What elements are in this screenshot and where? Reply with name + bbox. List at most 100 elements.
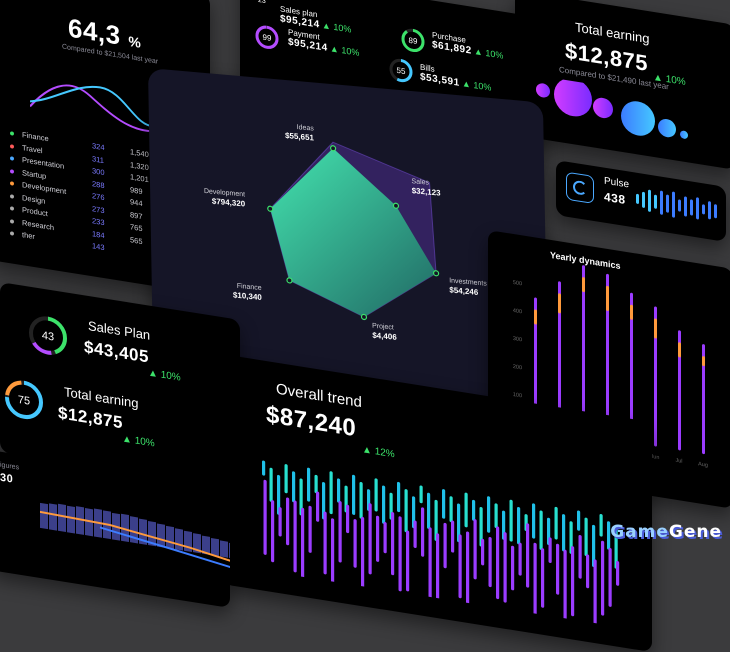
trend-bar-purple: [473, 519, 477, 580]
trend-bar-purple: [308, 505, 312, 553]
figures-bar: [85, 508, 93, 537]
trend-bar-purple: [443, 522, 447, 569]
watermark-logo: GameGene: [610, 522, 722, 542]
yearly-month: Aug: [698, 461, 708, 469]
trend-bar-cyan: [554, 506, 558, 540]
trend-bar-cyan: [532, 503, 536, 539]
category-dot: [10, 218, 14, 224]
category-name: Finance: [22, 130, 49, 144]
trend-bar-cyan: [449, 496, 453, 523]
pulse-bar: [714, 204, 717, 219]
trend-bar-purple: [488, 536, 492, 588]
trend-bar-cyan: [539, 510, 543, 550]
figures-bar: [58, 503, 66, 533]
pulse-bars: [636, 189, 717, 220]
yearly-bar-highlight: [702, 356, 705, 367]
yearly-month: Jun: [651, 454, 660, 461]
pulse-bar: [708, 201, 711, 220]
trend-bar-purple: [548, 537, 552, 564]
radar-axis-value: $4,406: [372, 331, 397, 342]
total-earning-card: Total earning $12,875 ▲ 10% Compared to …: [515, 0, 730, 170]
trend-bar-cyan: [577, 510, 581, 531]
pulse-value: 438: [604, 189, 626, 208]
category-a: 143: [92, 241, 105, 253]
radar-axis-value: $10,340: [233, 290, 263, 302]
category-dot: [10, 168, 14, 174]
yearly-bar: [558, 281, 561, 432]
category-a: 184: [92, 228, 105, 240]
category-b: 1,540: [130, 147, 149, 160]
trend-bar-purple: [346, 504, 350, 534]
figures-bar: [220, 540, 228, 558]
category-dot: [10, 143, 14, 149]
sales-plan-up: ▲ 10%: [321, 19, 352, 35]
trend-bar-cyan: [412, 496, 416, 529]
yearly-bar: [534, 297, 537, 428]
trend-bar-purple: [586, 554, 590, 589]
bubble-chart: [536, 77, 688, 139]
trend-bar-cyan: [442, 489, 446, 519]
trend-bar-purple: [436, 533, 440, 605]
trend-bar-cyan: [374, 478, 378, 512]
radar-axis-label: Investments: [449, 277, 487, 287]
trend-bar-cyan: [329, 471, 333, 515]
trend-bar-purple: [323, 511, 327, 575]
yearly-bar: [582, 265, 585, 436]
pulse-bar: [678, 199, 681, 212]
category-b: 897: [130, 209, 143, 221]
payment-up: ▲ 10%: [329, 43, 360, 58]
trend-bar-purple: [601, 540, 605, 616]
payment-ring: 99: [255, 25, 279, 49]
trend-bar-cyan: [562, 514, 566, 552]
yearly-bar-highlight: [678, 342, 681, 358]
pulse-bar: [648, 189, 651, 212]
trend-bar-cyan: [517, 506, 521, 545]
trend-bar-cyan: [434, 499, 438, 542]
trend-bar-purple: [398, 516, 402, 592]
category-a: 273: [92, 203, 105, 215]
trend-bar-purple: [556, 543, 560, 595]
watermark-part1: Game: [610, 522, 669, 542]
category-b: 944: [130, 197, 143, 209]
category-a: 233: [92, 216, 105, 228]
trend-bar-purple: [338, 500, 342, 563]
trend-bar-cyan: [479, 507, 483, 547]
category-a: 276: [92, 191, 105, 203]
pulse-label: Pulse: [604, 175, 630, 191]
category-name: ther: [22, 230, 35, 242]
purchase-ring: 89: [401, 28, 425, 53]
percent-unit: %: [128, 32, 142, 51]
trend-bar-cyan: [509, 499, 513, 542]
sales-plan-value: $43,405: [84, 337, 149, 367]
radar-axis-value: $55,651: [285, 131, 315, 143]
radar-axis-value: $794,320: [212, 197, 246, 209]
trend-bar-cyan: [569, 521, 573, 554]
total-earning-bottom-up: ▲ 10%: [122, 433, 155, 450]
overall-trend-up: ▲ 12%: [362, 444, 395, 461]
pulse-bar: [696, 197, 699, 220]
kpi-rings-card: Sales plan $95,214 ▲ 10% 23 99 Payment $…: [240, 0, 530, 166]
trend-bar-cyan: [404, 489, 408, 533]
yearly-bar-highlight: [630, 304, 633, 320]
yearly-ytick: 400: [513, 308, 522, 315]
radar-axis-label: Development: [204, 188, 245, 199]
category-a: 311: [92, 153, 104, 165]
total-earning-pct: 75: [18, 394, 30, 408]
figures-bar: [229, 542, 230, 560]
trend-bar-purple: [383, 522, 387, 554]
trend-bar-purple: [391, 511, 395, 576]
pulse-bar: [642, 191, 645, 208]
category-dot: [10, 206, 14, 211]
category-b: 989: [130, 184, 143, 196]
trend-bar-purple: [263, 479, 267, 555]
pulse-bar: [660, 190, 663, 215]
pulse-bar: [672, 191, 675, 218]
trend-bar-purple: [293, 500, 297, 573]
category-b: 565: [130, 234, 143, 246]
pulse-bar: [684, 196, 687, 217]
radar-axis-label: Sales: [411, 178, 429, 187]
trend-bar-cyan: [584, 517, 588, 557]
trend-bar-cyan: [359, 482, 363, 519]
pulse-bar: [690, 199, 693, 216]
trend-bar-cyan: [299, 478, 303, 516]
